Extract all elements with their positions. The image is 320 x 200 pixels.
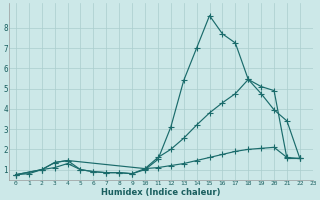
- X-axis label: Humidex (Indice chaleur): Humidex (Indice chaleur): [101, 188, 221, 197]
